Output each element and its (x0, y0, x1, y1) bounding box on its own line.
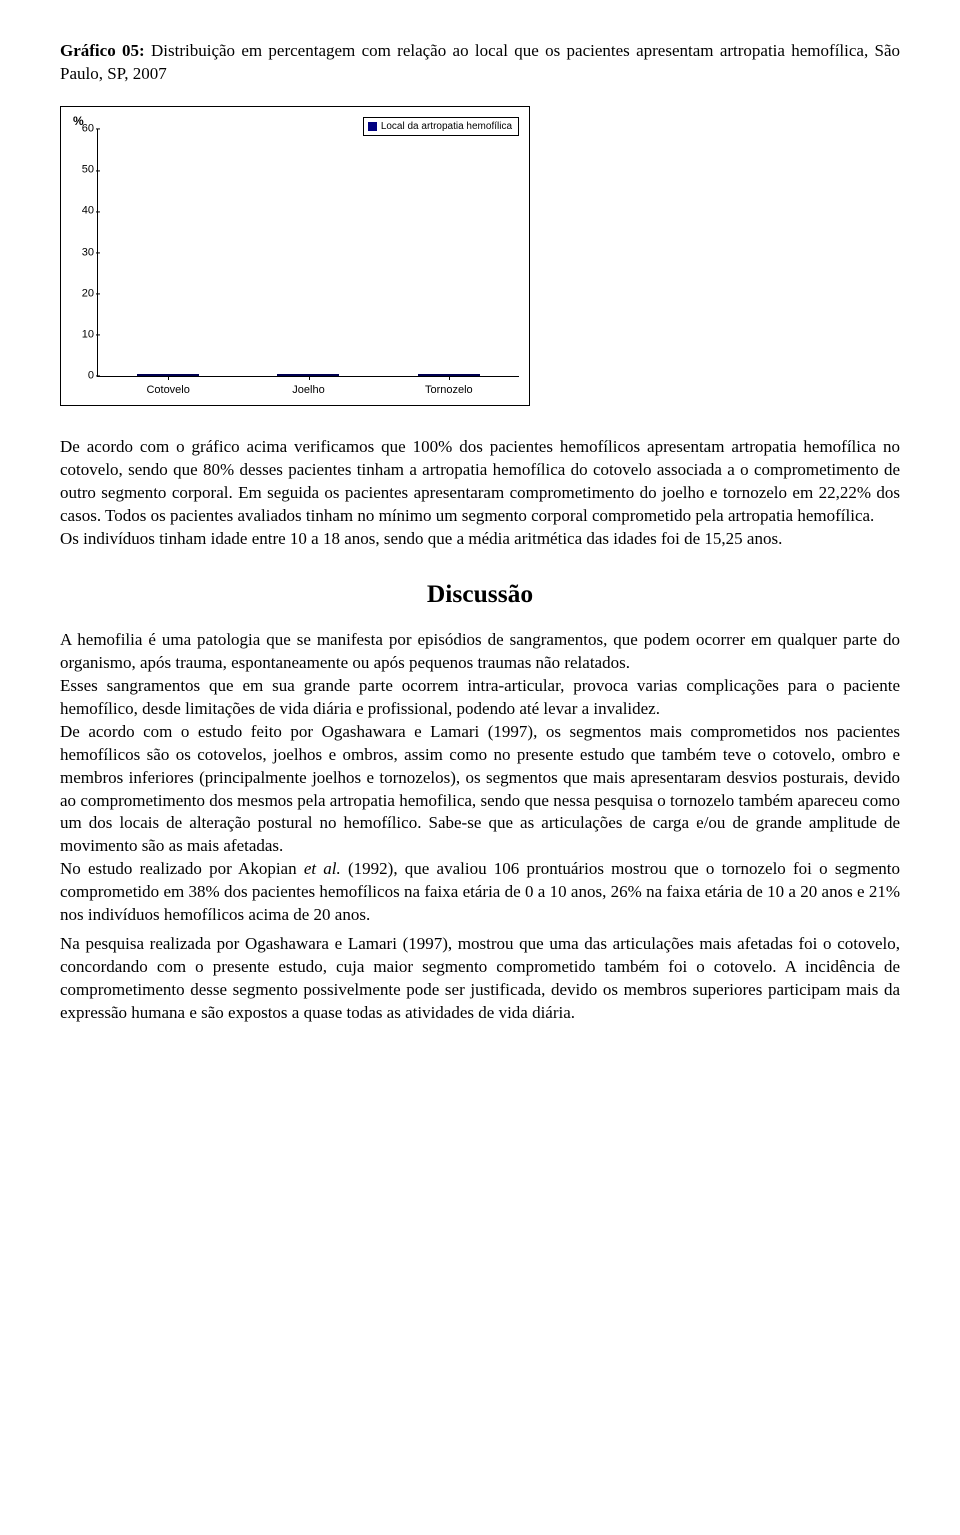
discussion-paragraph-5: Na pesquisa realizada por Ogashawara e L… (60, 933, 900, 1025)
x-tick (309, 376, 310, 380)
legend-label: Local da artropatia hemofílica (381, 120, 512, 134)
y-tick: 30 (70, 245, 94, 260)
plot-area: 0102030405060CotoveloJoelhoTornozelo (97, 129, 519, 377)
y-tick: 40 (70, 204, 94, 219)
y-tick: 60 (70, 121, 94, 136)
d4-part-a: No estudo realizado por Akopian (60, 859, 304, 878)
x-tick (449, 376, 450, 380)
y-tick: 50 (70, 163, 94, 178)
figure-caption-prefix: Gráfico 05: (60, 41, 145, 60)
d4-italic: et al. (304, 859, 341, 878)
figure-caption: Gráfico 05: Distribuição em percentagem … (60, 40, 900, 86)
discussion-heading: Discussão (60, 577, 900, 611)
discussion-paragraph-1: A hemofilia é uma patologia que se manif… (60, 629, 900, 675)
bar-chart: % Local da artropatia hemofílica 0102030… (60, 106, 530, 406)
legend-swatch-icon (368, 122, 377, 131)
analysis-paragraph-2: Os indivíduos tinham idade entre 10 a 18… (60, 528, 900, 551)
discussion-paragraph-2: Esses sangramentos que em sua grande par… (60, 675, 900, 721)
x-label: Joelho (292, 383, 324, 398)
figure-caption-text: Distribuição em percentagem com relação … (60, 41, 900, 83)
y-tick: 10 (70, 327, 94, 342)
discussion-paragraph-3: De acordo com o estudo feito por Ogashaw… (60, 721, 900, 859)
bars-container (98, 129, 519, 376)
chart-legend: Local da artropatia hemofílica (363, 117, 519, 137)
x-tick (168, 376, 169, 380)
analysis-paragraph-1: De acordo com o gráfico acima verificamo… (60, 436, 900, 528)
x-label: Cotovelo (146, 383, 189, 398)
y-tick: 20 (70, 286, 94, 301)
x-label: Tornozelo (425, 383, 473, 398)
y-tick: 0 (70, 368, 94, 383)
discussion-paragraph-4: No estudo realizado por Akopian et al. (… (60, 858, 900, 927)
